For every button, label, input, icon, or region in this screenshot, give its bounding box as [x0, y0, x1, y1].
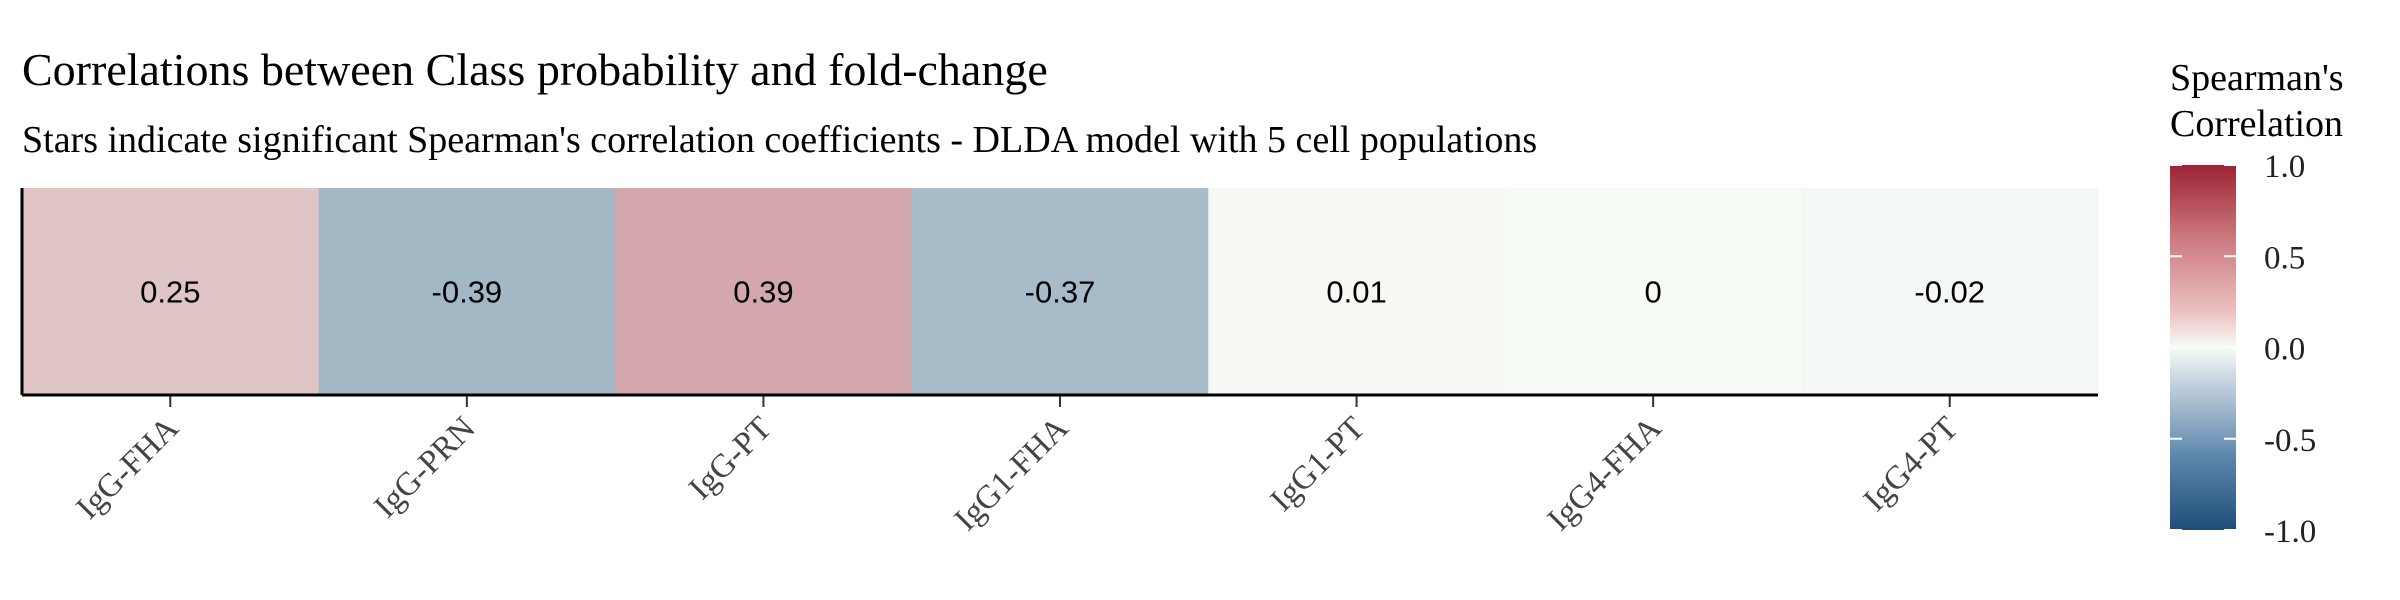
- cell-value-label: -0.37: [1025, 275, 1096, 310]
- heatmap-cell: [1801, 188, 2099, 395]
- cell-value-label: -0.39: [432, 275, 503, 310]
- x-axis-tick-labels: IgG-FHA IgG-PRN IgG-PT IgG1-FHA IgG1-PT IgG4-…: [70, 410, 1966, 538]
- chart-subtitle: Stars indicate significant Spearman's co…: [22, 119, 1537, 161]
- x-tick-label: IgG-FHA: [70, 410, 186, 526]
- heatmap-cell: [1208, 188, 1506, 395]
- heatmap-cells: [22, 188, 2099, 395]
- legend-title-line-1: Spearman's: [2170, 57, 2344, 99]
- cell-value-label: 0.01: [1326, 275, 1386, 310]
- x-tick-label: IgG4-FHA: [1541, 410, 1669, 538]
- heatmap-cell: [911, 188, 1209, 395]
- legend-tick-label: -1.0: [2264, 514, 2316, 550]
- legend-tick-label: 0.5: [2264, 240, 2305, 276]
- x-tick-label: IgG-PRN: [368, 410, 483, 525]
- x-tick-label: IgG-PT: [682, 410, 779, 507]
- heatmap-cell: [1504, 188, 1802, 395]
- heatmap-cell: [22, 188, 320, 395]
- heatmap-cell: [318, 188, 616, 395]
- legend-tick-label: -0.5: [2264, 423, 2316, 459]
- legend-tick-label: 0.0: [2264, 332, 2305, 368]
- x-tick-label: IgG4-PT: [1857, 410, 1965, 518]
- cell-value-label: 0.39: [733, 275, 793, 310]
- x-tick-label: IgG1-PT: [1264, 410, 1372, 518]
- legend-tick-label: 1.0: [2264, 149, 2305, 185]
- x-tick-label: IgG1-FHA: [948, 410, 1076, 538]
- heatmap-cell: [615, 188, 913, 395]
- x-axis-ticks: [169, 395, 1951, 407]
- chart-title: Correlations between Class probability a…: [22, 44, 1048, 95]
- legend-title-line-2: Correlation: [2170, 103, 2343, 145]
- color-legend: Spearman's Correlation 1.0 0.5 0.0 -0.5 -1.0: [2170, 57, 2344, 550]
- legend-ticks: 1.0 0.5 0.0 -0.5 -1.0: [2170, 149, 2316, 550]
- cell-value-label: -0.02: [1914, 275, 1985, 310]
- cell-value-label: 0.25: [140, 275, 200, 310]
- cell-value-label: 0: [1645, 275, 1662, 310]
- cell-value-labels: 0.25 -0.39 0.39 -0.37 0.01 0 -0.02: [140, 275, 1985, 310]
